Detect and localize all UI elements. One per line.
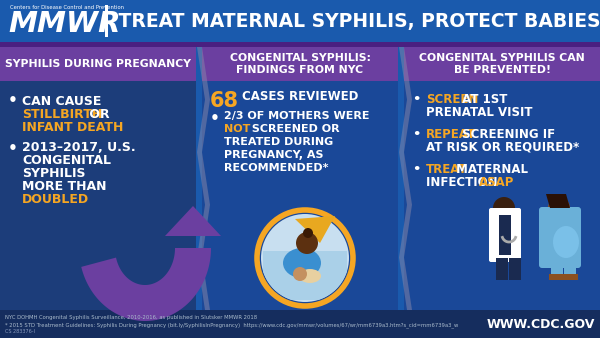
Bar	[202, 47, 398, 81]
Text: •: •	[412, 93, 421, 106]
Text: OR: OR	[85, 108, 110, 121]
Bar	[0, 42, 600, 47]
Text: INFECTION: INFECTION	[426, 176, 502, 189]
Text: SCREENING IF: SCREENING IF	[458, 128, 555, 141]
Bar	[263, 251, 347, 300]
Bar	[551, 263, 563, 280]
Text: 2/3 OF MOTHERS WERE: 2/3 OF MOTHERS WERE	[224, 111, 370, 121]
Text: CONGENITAL: CONGENITAL	[22, 154, 111, 167]
Text: NOT: NOT	[224, 124, 250, 134]
Text: TREATED DURING: TREATED DURING	[224, 137, 333, 147]
Text: SCREENED OR: SCREENED OR	[248, 124, 340, 134]
Bar	[0, 47, 196, 81]
Text: •: •	[8, 141, 18, 156]
Text: 2013–2017, U.S.: 2013–2017, U.S.	[22, 141, 136, 154]
Polygon shape	[165, 206, 221, 236]
Text: •: •	[412, 128, 421, 141]
Text: CONGENITAL SYPHILIS:
FINDINGS FROM NYC: CONGENITAL SYPHILIS: FINDINGS FROM NYC	[229, 53, 371, 75]
Bar	[496, 258, 508, 280]
Bar	[509, 258, 521, 280]
Bar	[564, 263, 576, 280]
Text: 68: 68	[210, 91, 239, 111]
Text: DOUBLED: DOUBLED	[22, 193, 89, 206]
Text: INFANT DEATH: INFANT DEATH	[22, 121, 124, 134]
Text: STILLBIRTH: STILLBIRTH	[22, 108, 102, 121]
Text: ASAP: ASAP	[479, 176, 514, 189]
Bar	[202, 47, 398, 310]
Text: MORE THAN: MORE THAN	[22, 180, 107, 193]
Bar	[0, 47, 196, 310]
Bar	[404, 47, 600, 310]
Text: CS 283376-I: CS 283376-I	[5, 329, 35, 334]
Ellipse shape	[283, 248, 321, 278]
Polygon shape	[295, 216, 335, 243]
Text: PRENATAL VISIT: PRENATAL VISIT	[426, 106, 533, 119]
Text: CAN CAUSE: CAN CAUSE	[22, 95, 101, 108]
Polygon shape	[197, 47, 210, 310]
Text: REPEAT: REPEAT	[426, 128, 476, 141]
Polygon shape	[546, 194, 570, 208]
Text: •: •	[412, 163, 421, 176]
Circle shape	[296, 232, 318, 254]
Ellipse shape	[553, 226, 579, 258]
Bar	[549, 274, 563, 280]
Text: SYPHILIS DURING PREGNANCY: SYPHILIS DURING PREGNANCY	[5, 59, 191, 69]
Ellipse shape	[299, 269, 321, 283]
Text: SCREEN: SCREEN	[426, 93, 478, 106]
Text: •: •	[8, 93, 18, 108]
Text: CONGENITAL SYPHILIS CAN
BE PREVENTED!: CONGENITAL SYPHILIS CAN BE PREVENTED!	[419, 53, 585, 75]
Text: TREAT MATERNAL SYPHILIS, PROTECT BABIES: TREAT MATERNAL SYPHILIS, PROTECT BABIES	[112, 11, 600, 30]
Bar	[0, 310, 600, 338]
Circle shape	[548, 197, 570, 219]
Circle shape	[293, 267, 307, 281]
Text: AT RISK OR REQUIRED*: AT RISK OR REQUIRED*	[426, 141, 579, 154]
Bar	[404, 47, 600, 81]
Circle shape	[261, 214, 349, 302]
Polygon shape	[81, 248, 211, 321]
Bar	[499, 215, 511, 255]
Text: AT 1ST: AT 1ST	[458, 93, 507, 106]
Text: CASES REVIEWED: CASES REVIEWED	[242, 90, 358, 103]
Text: NYC DOHMH Congenital Syphilis Surveillance, 2010-2016, as published in Slutsker : NYC DOHMH Congenital Syphilis Surveillan…	[5, 315, 458, 328]
Text: SYPHILIS: SYPHILIS	[22, 167, 86, 180]
FancyBboxPatch shape	[489, 208, 521, 262]
FancyBboxPatch shape	[539, 207, 581, 268]
Text: •: •	[210, 111, 220, 126]
Text: MMWR: MMWR	[8, 10, 121, 38]
Polygon shape	[399, 47, 412, 310]
Bar	[0, 0, 600, 42]
Text: Centers for Disease Control and Prevention: Centers for Disease Control and Preventi…	[10, 5, 124, 10]
Text: RECOMMENDED*: RECOMMENDED*	[224, 163, 329, 173]
Text: PREGNANCY, AS: PREGNANCY, AS	[224, 150, 323, 160]
Text: MATERNAL: MATERNAL	[452, 163, 529, 176]
Circle shape	[303, 228, 313, 238]
Text: WWW.CDC.GOV: WWW.CDC.GOV	[487, 317, 595, 331]
Bar	[105, 5, 107, 37]
Bar	[562, 274, 578, 280]
Text: TREAT: TREAT	[426, 163, 467, 176]
Circle shape	[493, 197, 515, 219]
